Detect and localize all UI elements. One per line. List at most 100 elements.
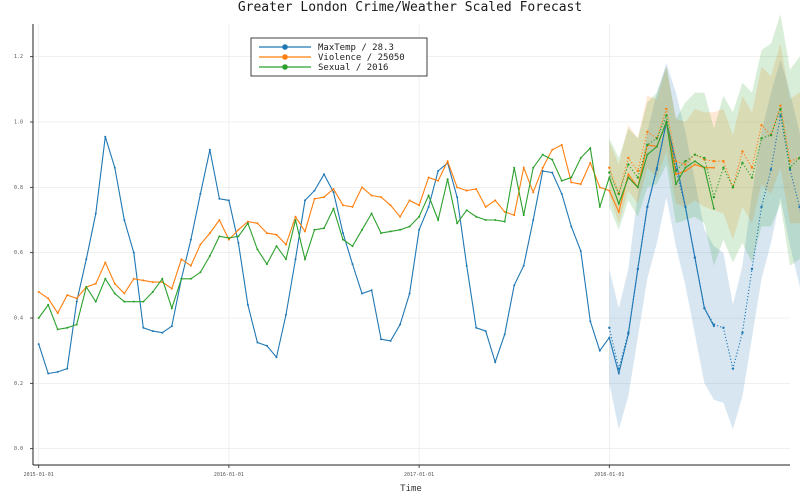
sexual-history-point — [589, 147, 592, 150]
violence-history-point — [408, 199, 411, 202]
sexual-forecast-point — [760, 137, 763, 140]
violence-forecast-point — [627, 156, 630, 160]
violence-history-point — [712, 166, 715, 169]
sexual-forecast-point — [646, 143, 649, 147]
sexual-history-point — [132, 300, 135, 303]
sexual-history-point — [437, 219, 440, 221]
forecast-confidence-bands — [609, 14, 800, 430]
sexual-history-point — [85, 285, 88, 288]
maxtemp-history-point — [494, 361, 497, 364]
maxtemp-history-point — [208, 148, 211, 151]
sexual-forecast-point — [722, 166, 725, 169]
violence-history-point — [94, 282, 97, 285]
maxtemp-history-point — [85, 258, 88, 261]
sexual-history-point — [351, 245, 354, 248]
maxtemp-forecast-point — [731, 367, 735, 370]
violence-history-point — [427, 176, 430, 179]
maxtemp-history-point — [465, 264, 468, 267]
violence-history-point — [446, 160, 449, 163]
maxtemp-forecast-point — [636, 267, 640, 271]
violence-history-point — [380, 196, 383, 199]
sexual-history-point — [332, 207, 335, 210]
maxtemp-forecast-point — [693, 256, 697, 259]
maxtemp-history-point — [75, 300, 78, 303]
violence-history-point — [237, 228, 240, 231]
sexual-history-point — [75, 323, 78, 326]
maxtemp-history-point — [56, 370, 59, 373]
sexual-history-point — [475, 215, 478, 218]
sexual-history-point — [104, 277, 107, 280]
x-tick-label: 2017-01-01 — [404, 472, 434, 478]
maxtemp-forecast-point — [646, 205, 649, 209]
sexual-history-point — [246, 222, 249, 225]
sexual-history-point — [123, 300, 126, 303]
maxtemp-history-point — [313, 189, 316, 192]
sexual-history-point — [617, 202, 620, 205]
sexual-history-point — [399, 228, 402, 231]
sexual-forecast-point — [712, 195, 716, 199]
sexual-forecast-point — [769, 133, 773, 137]
sexual-history-point — [446, 178, 449, 181]
sexual-history-point — [361, 228, 364, 231]
violence-history-point — [151, 281, 154, 284]
violence-history-point — [389, 204, 392, 207]
chart-title: Greater London Crime/Weather Scaled Fore… — [238, 0, 582, 15]
maxtemp-history-point — [541, 170, 544, 172]
maxtemp-history-point — [598, 349, 601, 352]
violence-history-point — [113, 282, 116, 285]
violence-history-point — [332, 187, 335, 190]
sexual-history-point — [294, 219, 297, 221]
violence-history-point — [560, 143, 563, 146]
gridlines — [30, 24, 790, 468]
maxtemp-history-point — [579, 250, 582, 253]
maxtemp-legend-label: MaxTemp / 28.3 — [318, 43, 394, 53]
sexual-forecast-point — [693, 153, 697, 156]
violence-history-point — [37, 290, 40, 293]
violence-history-point — [475, 187, 478, 190]
maxtemp-forecast-point — [627, 331, 630, 334]
maxtemp-history-point — [161, 331, 164, 334]
sexual-history-point — [323, 227, 326, 230]
maxtemp-history-point — [303, 199, 306, 202]
x-tick-label: 2018-01-01 — [594, 472, 624, 478]
violence-forecast-point — [712, 160, 716, 163]
violence-history-point — [208, 232, 211, 235]
violence-history-point — [275, 233, 278, 236]
maxtemp-history-point — [132, 251, 135, 254]
y-tick-label: 0.6 — [14, 250, 23, 256]
sexual-legend-label: Sexual / 2016 — [318, 63, 388, 73]
sexual-history-point — [284, 258, 287, 261]
y-tick-label: 0.8 — [14, 185, 23, 191]
violence-history-point — [484, 205, 487, 208]
sexual-forecast-band — [609, 14, 800, 266]
maxtemp-forecast-point — [703, 307, 706, 310]
maxtemp-forecast-point — [779, 114, 782, 117]
violence-history-point — [494, 199, 497, 202]
violence-history-point — [693, 163, 696, 166]
violence-history-point — [180, 258, 183, 261]
sexual-history-point — [94, 300, 97, 303]
violence-history-point — [579, 183, 582, 186]
sexual-history-point — [313, 228, 316, 231]
sexual-forecast-point — [731, 186, 735, 189]
violence-history-point — [570, 181, 573, 184]
sexual-history-point — [522, 214, 525, 217]
violence-history-point — [303, 230, 306, 233]
sexual-history-point — [418, 215, 421, 218]
maxtemp-history-point — [275, 356, 278, 359]
violence-forecast-point — [722, 160, 725, 163]
maxtemp-history-point — [113, 166, 116, 169]
maxtemp-history-point — [380, 338, 383, 341]
sexual-history-point — [142, 300, 145, 303]
sexual-forecast-point — [665, 114, 668, 117]
sexual-history-point — [570, 176, 573, 179]
sexual-forecast-point — [741, 161, 744, 165]
sexual-history-point — [532, 166, 535, 169]
maxtemp-history-line — [38, 121, 715, 375]
sexual-history-point — [199, 271, 202, 274]
sexual-forecast-point — [608, 171, 611, 174]
violence-history-point — [123, 292, 126, 295]
maxtemp-history-point — [104, 135, 107, 138]
violence-history-point — [541, 166, 544, 169]
sexual-history-point — [456, 222, 459, 225]
